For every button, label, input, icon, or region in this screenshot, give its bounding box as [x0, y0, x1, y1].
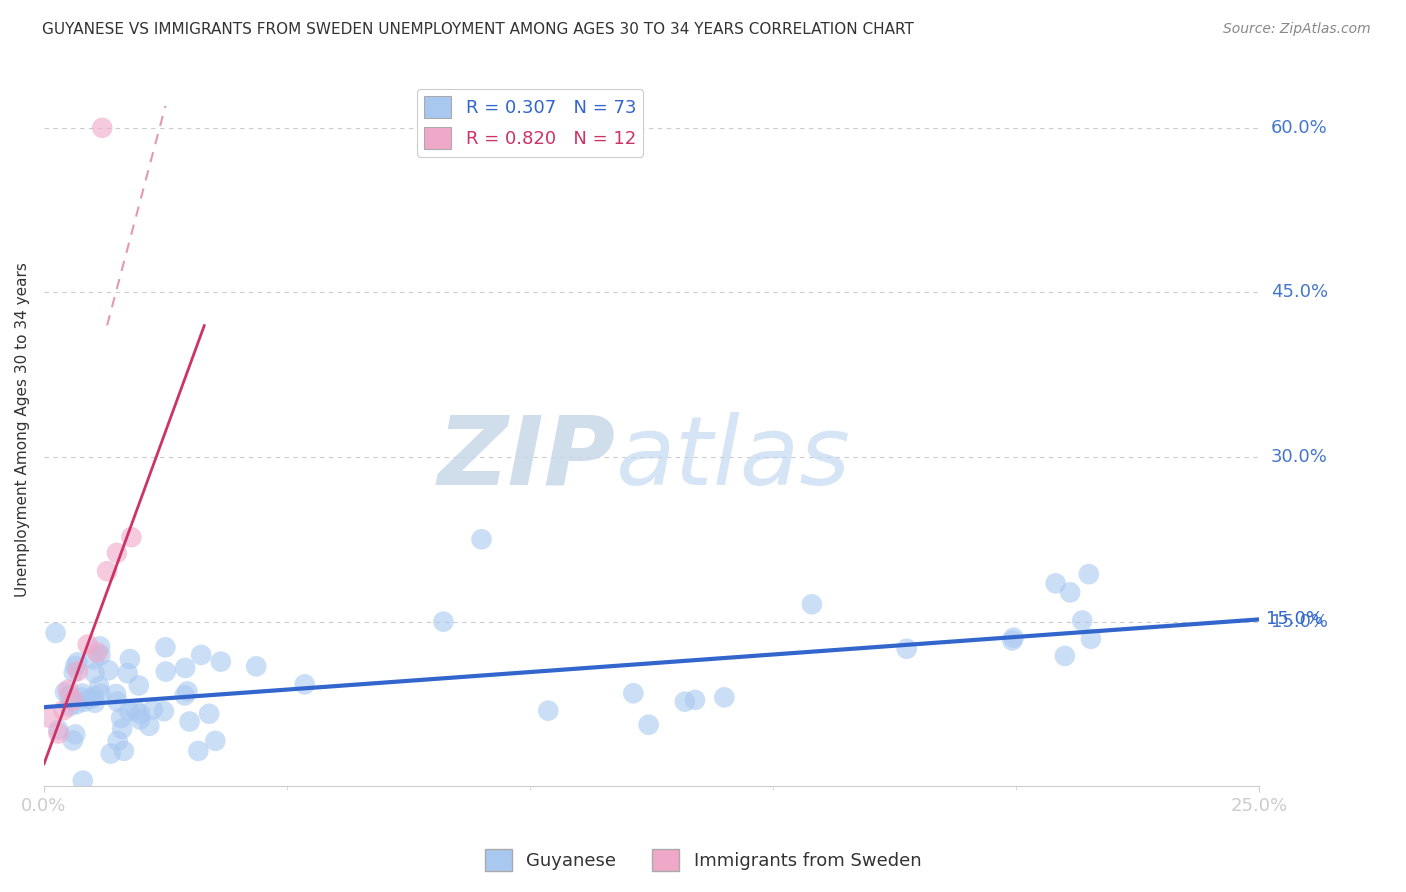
Point [470, 533, 492, 547]
Point [173, 689, 195, 703]
Point [80, 691, 103, 706]
Point [66, 664, 89, 678]
Point [896, 641, 918, 656]
Point [1071, 614, 1094, 628]
Point [89, 648, 111, 662]
Point [62, 733, 84, 747]
Text: 15.0%: 15.0% [1267, 610, 1323, 628]
Point [58, 682, 80, 697]
Point [125, 703, 148, 717]
Point [63, 727, 86, 741]
Text: 15.0%: 15.0% [1271, 613, 1327, 631]
Point [117, 666, 139, 681]
Y-axis label: Unemployment Among Ages 30 to 34 years: Unemployment Among Ages 30 to 34 years [15, 262, 30, 597]
Point [104, 687, 127, 701]
Point [45, 626, 67, 640]
Point [1080, 632, 1102, 646]
Text: atlas: atlas [616, 411, 851, 505]
Point [1053, 648, 1076, 663]
Text: 45.0%: 45.0% [1271, 284, 1327, 301]
Point [83, 690, 105, 704]
Point [683, 693, 706, 707]
Point [58, 699, 80, 714]
Point [62, 665, 84, 680]
Point [120, 530, 142, 544]
Point [1002, 631, 1025, 645]
Point [800, 597, 823, 611]
Point [155, 665, 177, 679]
Point [155, 640, 177, 655]
Point [209, 655, 232, 669]
Point [190, 648, 212, 662]
Point [174, 661, 197, 675]
Point [187, 744, 209, 758]
Point [96, 564, 118, 578]
Point [53, 685, 76, 699]
Text: 60.0%: 60.0% [1271, 119, 1327, 136]
Point [65, 698, 87, 712]
Point [713, 690, 735, 705]
Text: Source: ZipAtlas.com: Source: ZipAtlas.com [1223, 22, 1371, 37]
Point [118, 704, 141, 718]
Point [70, 690, 93, 705]
Point [112, 744, 135, 758]
Point [105, 546, 128, 560]
Point [621, 686, 644, 700]
Point [129, 713, 152, 727]
Point [176, 684, 198, 698]
Point [673, 695, 696, 709]
Point [142, 702, 165, 716]
Point [89, 687, 111, 701]
Point [52, 703, 75, 717]
Point [637, 718, 659, 732]
Point [153, 704, 176, 718]
Point [129, 706, 152, 721]
Point [86, 646, 108, 660]
Point [1001, 633, 1024, 648]
Point [83, 652, 105, 666]
Point [198, 706, 221, 721]
Point [70, 686, 93, 700]
Point [245, 659, 267, 673]
Point [432, 615, 454, 629]
Point [66, 655, 89, 669]
Point [537, 704, 560, 718]
Point [128, 678, 150, 692]
Point [179, 714, 201, 729]
Point [1059, 585, 1081, 599]
Point [72, 773, 94, 788]
Point [107, 734, 129, 748]
Point [138, 719, 160, 733]
Point [65, 659, 87, 673]
Point [38, 710, 60, 724]
Point [204, 734, 226, 748]
Legend: Guyanese, Immigrants from Sweden: Guyanese, Immigrants from Sweden [478, 842, 928, 879]
Point [62, 693, 84, 707]
Text: ZIP: ZIP [437, 411, 616, 505]
Point [97, 663, 120, 677]
Point [87, 679, 110, 693]
Point [46, 723, 69, 737]
Point [111, 722, 134, 736]
Text: GUYANESE VS IMMIGRANTS FROM SWEDEN UNEMPLOYMENT AMONG AGES 30 TO 34 YEARS CORREL: GUYANESE VS IMMIGRANTS FROM SWEDEN UNEMP… [42, 22, 914, 37]
Legend: R = 0.307   N = 73, R = 0.820   N = 12: R = 0.307 N = 73, R = 0.820 N = 12 [418, 89, 644, 157]
Point [89, 640, 111, 654]
Point [1077, 567, 1099, 582]
Point [83, 696, 105, 710]
Point [118, 652, 141, 666]
Point [107, 695, 129, 709]
Text: 30.0%: 30.0% [1271, 448, 1327, 466]
Point [48, 726, 70, 740]
Point [294, 677, 316, 691]
Point [110, 711, 132, 725]
Point [91, 120, 114, 135]
Point [100, 747, 122, 761]
Point [76, 638, 98, 652]
Point [83, 666, 105, 681]
Point [73, 695, 96, 709]
Point [1045, 576, 1067, 591]
Point [58, 689, 80, 703]
